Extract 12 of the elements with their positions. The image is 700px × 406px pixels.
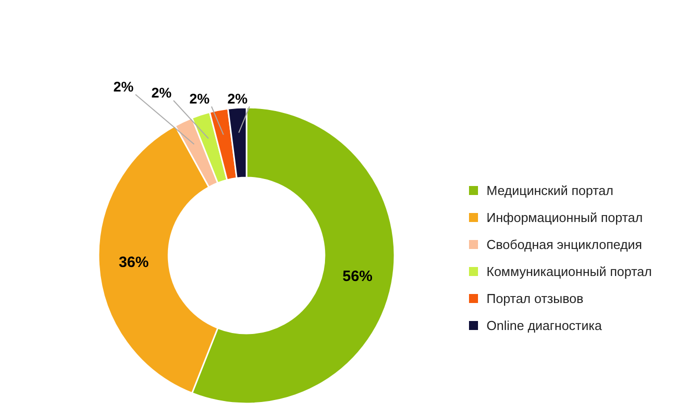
legend-label: Информационный портал xyxy=(486,210,643,225)
data-label: 2% xyxy=(151,84,172,100)
data-label: 2% xyxy=(113,78,134,94)
data-label: 2% xyxy=(227,90,248,106)
legend-label: Медицинский портал xyxy=(486,183,614,198)
legend-label: Портал отзывов xyxy=(486,291,584,306)
data-label: 56% xyxy=(342,268,373,286)
legend-label: Коммуникационный портал xyxy=(486,264,652,279)
data-label: 36% xyxy=(118,254,149,272)
legend-label: Свободная энциклопедия xyxy=(486,237,642,252)
legend-label: Online диагностика xyxy=(486,318,603,333)
data-label: 2% xyxy=(189,90,210,106)
